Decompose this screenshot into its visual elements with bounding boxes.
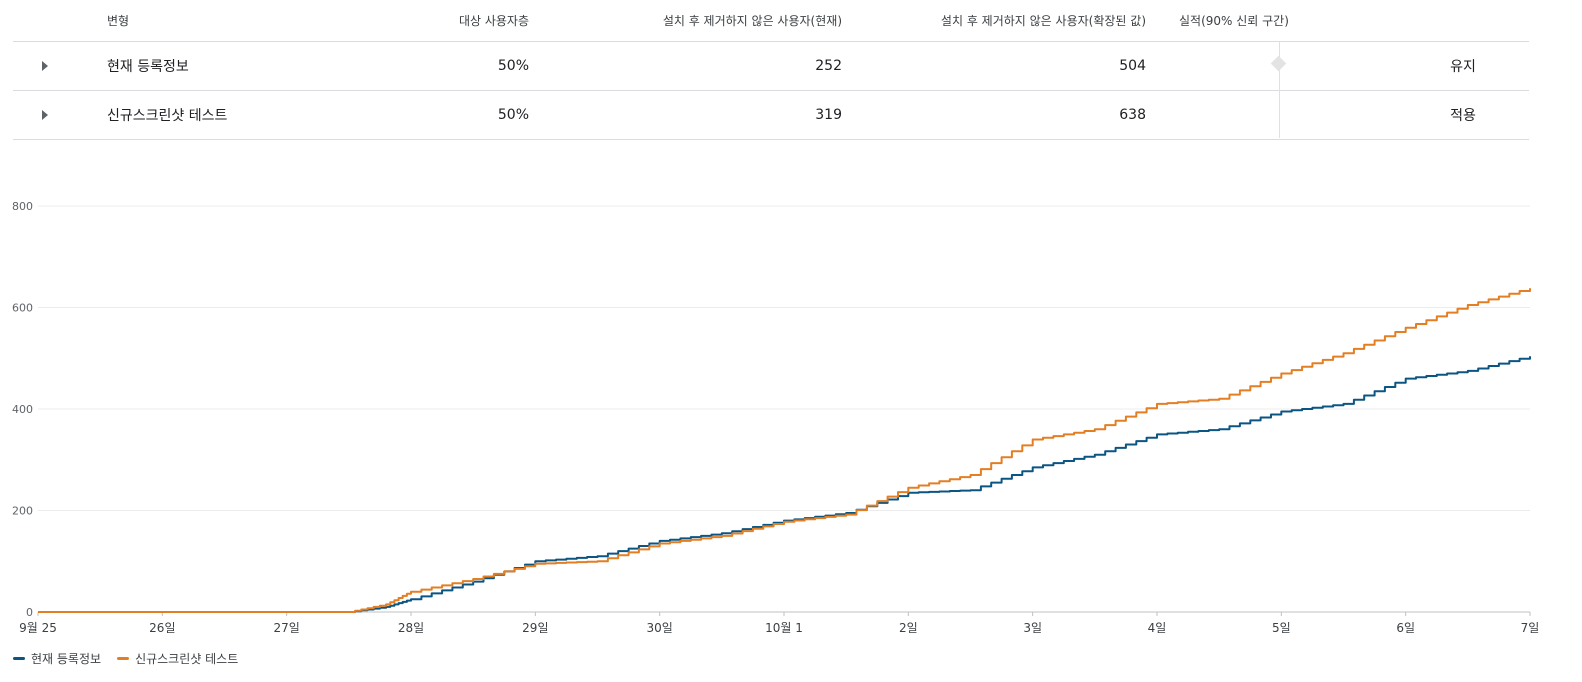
x-tick-label: 9월 25: [19, 621, 57, 635]
confidence-interval-axis: [1279, 41, 1280, 138]
audience-value: 50%: [497, 107, 529, 123]
variants-table: 변형 대상 사용자층 설치 후 제거하지 않은 사용자(현재) 설치 후 제거하…: [13, 0, 1529, 140]
x-tick-label: 5일: [1272, 621, 1291, 635]
x-tick-label: 10월 1: [765, 621, 803, 635]
table-row: 현재 등록정보 50% 252 504 유지: [13, 42, 1529, 91]
chart-legend: 현재 등록정보 신규스크린샷 테스트: [13, 650, 254, 667]
variant-name: 현재 등록정보: [107, 59, 189, 75]
x-tick-label: 29일: [522, 621, 548, 635]
legend-item[interactable]: 현재 등록정보: [13, 650, 101, 667]
retained-scaled-value: 638: [1119, 107, 1146, 123]
series-line-new: [38, 288, 1531, 613]
y-tick-label: 400: [12, 403, 33, 416]
header-performance: 실적(90% 신뢰 구간): [1179, 14, 1289, 28]
y-tick-label: 600: [12, 302, 33, 315]
y-tick-label: 800: [12, 200, 33, 213]
verdict-value: 유지: [1450, 59, 1476, 75]
retained-current-value: 319: [815, 107, 842, 123]
x-tick-label: 3일: [1023, 621, 1042, 635]
verdict-value: 적용: [1450, 108, 1476, 124]
x-tick-label: 2일: [899, 621, 918, 635]
x-tick-label: 30일: [647, 621, 673, 635]
expand-row-button[interactable]: [33, 91, 57, 139]
legend-swatch-current: [13, 657, 25, 660]
audience-value: 50%: [497, 58, 529, 74]
retained-scaled-value: 504: [1119, 58, 1146, 74]
legend-swatch-new: [117, 657, 130, 660]
y-tick-label: 200: [12, 505, 33, 518]
header-audience: 대상 사용자층: [458, 14, 529, 28]
x-tick-label: 26일: [149, 621, 175, 635]
expand-row-button[interactable]: [33, 42, 57, 90]
legend-label: 신규스크린샷 테스트: [135, 652, 239, 666]
x-tick-label: 28일: [398, 621, 424, 635]
legend-item[interactable]: 신규스크린샷 테스트: [117, 650, 238, 667]
table-row: 신규스크린샷 테스트 50% 319 638 적용: [13, 91, 1529, 140]
header-retained-current: 설치 후 제거하지 않은 사용자(현재): [662, 14, 842, 28]
expand-triangle-icon: [42, 110, 48, 120]
x-tick-label: 6일: [1396, 621, 1415, 635]
variant-name: 신규스크린샷 테스트: [107, 108, 228, 124]
y-tick-label: 0: [26, 606, 33, 619]
table-header: 변형 대상 사용자층 설치 후 제거하지 않은 사용자(현재) 설치 후 제거하…: [13, 0, 1529, 42]
x-tick-label: 4일: [1148, 621, 1167, 635]
retention-chart: 0 200 400 600 800 9월 25 26일 27일 28일 29일 30일 10월 1 2일…: [12, 200, 1540, 635]
legend-label: 현재 등록정보: [31, 652, 102, 666]
series-line-current: [38, 356, 1531, 613]
retained-current-value: 252: [815, 58, 842, 74]
x-tick-label: 27일: [274, 621, 300, 635]
header-variant: 변형: [107, 14, 130, 28]
header-retained-scaled: 설치 후 제거하지 않은 사용자(확장된 값): [940, 14, 1146, 28]
x-tick-label: 7일: [1521, 621, 1540, 635]
expand-triangle-icon: [42, 61, 48, 71]
